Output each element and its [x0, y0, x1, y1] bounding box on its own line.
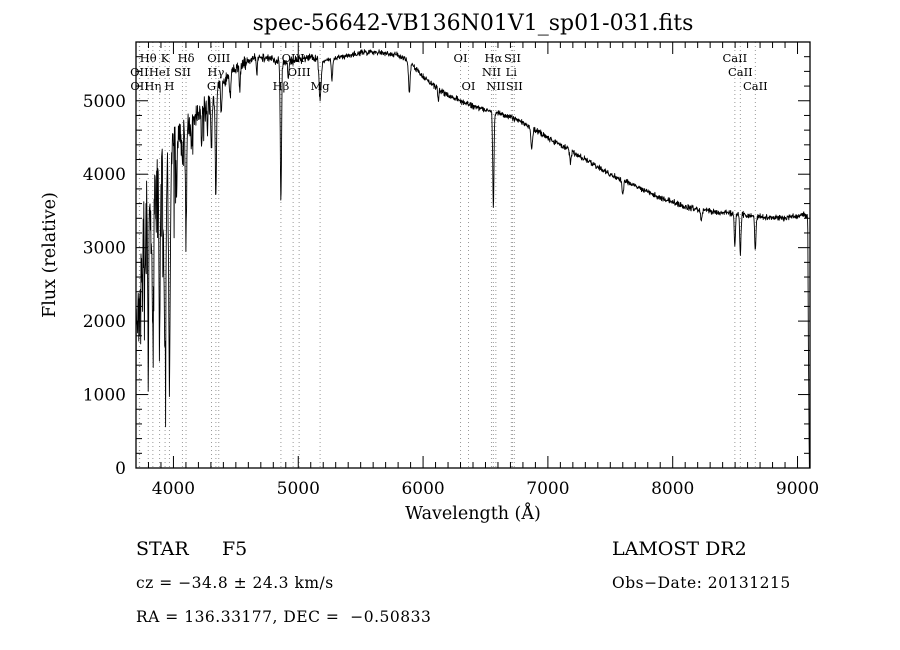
x-tick-label: 7000	[526, 479, 569, 499]
line-marker-label: CaII	[743, 79, 768, 93]
spectrum-line	[135, 49, 811, 469]
y-tick-label: 0	[115, 459, 126, 479]
obs-date-value: Obs−Date: 20131215	[612, 574, 791, 592]
y-tick-label: 2000	[83, 312, 126, 332]
y-tick-label: 4000	[83, 165, 126, 185]
y-tick-label: 3000	[83, 239, 126, 259]
survey-label: LAMOST DR2	[612, 538, 747, 560]
line-marker-label: Hδ	[178, 51, 195, 65]
y-tick-label: 1000	[83, 386, 126, 406]
spectrum-chart: spec-56642-VB136N01V1_sp01-031.fits OII O…	[40, 11, 819, 524]
chart-title: spec-56642-VB136N01V1_sp01-031.fits	[253, 11, 694, 36]
line-marker-label: OI	[454, 51, 468, 65]
line-marker-label: G	[207, 79, 216, 93]
line-marker-label: Hγ	[207, 65, 224, 79]
x-tick-label: 5000	[277, 479, 320, 499]
line-marker-label: H	[164, 79, 174, 93]
line-marker-label: Hθ	[140, 51, 157, 65]
line-marker-label: K	[161, 51, 170, 65]
y-axis-label: Flux (relative)	[40, 192, 60, 318]
line-marker-label: Mg	[311, 79, 331, 93]
cz-value: cz = −34.8 ± 24.3 km/s	[136, 574, 334, 592]
line-marker-label: CaII	[728, 65, 753, 79]
line-marker-label: CaII	[722, 51, 747, 65]
line-marker-label: OII	[130, 65, 149, 79]
x-tick-label: 4000	[152, 479, 195, 499]
line-marker-label: HeI	[149, 65, 170, 79]
line-marker-label: Hα	[484, 51, 502, 65]
y-tick-label: 5000	[83, 92, 126, 112]
line-marker-label: OIII	[288, 65, 311, 79]
line-markers-group: OIIOIIHθHηHeIKHSIIHδGHγOIIIHβOIIIOIIIMgO…	[130, 42, 768, 468]
line-marker-label: SII	[506, 79, 523, 93]
object-type-label: STAR	[136, 538, 189, 560]
x-tick-label: 8000	[651, 479, 694, 499]
spectrum-trace-group	[135, 49, 811, 469]
x-axis-label: Wavelength (Å)	[405, 503, 541, 524]
x-tick-label: 6000	[401, 479, 444, 499]
line-marker-label: Hη	[144, 79, 161, 93]
line-marker-label: NII	[482, 65, 501, 79]
line-marker-label: OI	[462, 79, 476, 93]
line-marker-label: SII	[504, 51, 521, 65]
axes-group: 4000 5000 6000 7000 8000 9000 0 1000 2000 3000 400…	[83, 41, 819, 499]
line-marker-label: OIII	[207, 51, 230, 65]
subclass-label: F5	[222, 538, 248, 560]
ra-dec-value: RA = 136.33177, DEC = −0.50833	[136, 608, 432, 626]
line-marker-label: Li	[506, 65, 518, 79]
line-marker-label: Hβ	[273, 79, 290, 93]
line-marker-label: SII	[174, 65, 191, 79]
x-tick-label: 9000	[776, 479, 819, 499]
line-marker-label: NII	[486, 79, 505, 93]
